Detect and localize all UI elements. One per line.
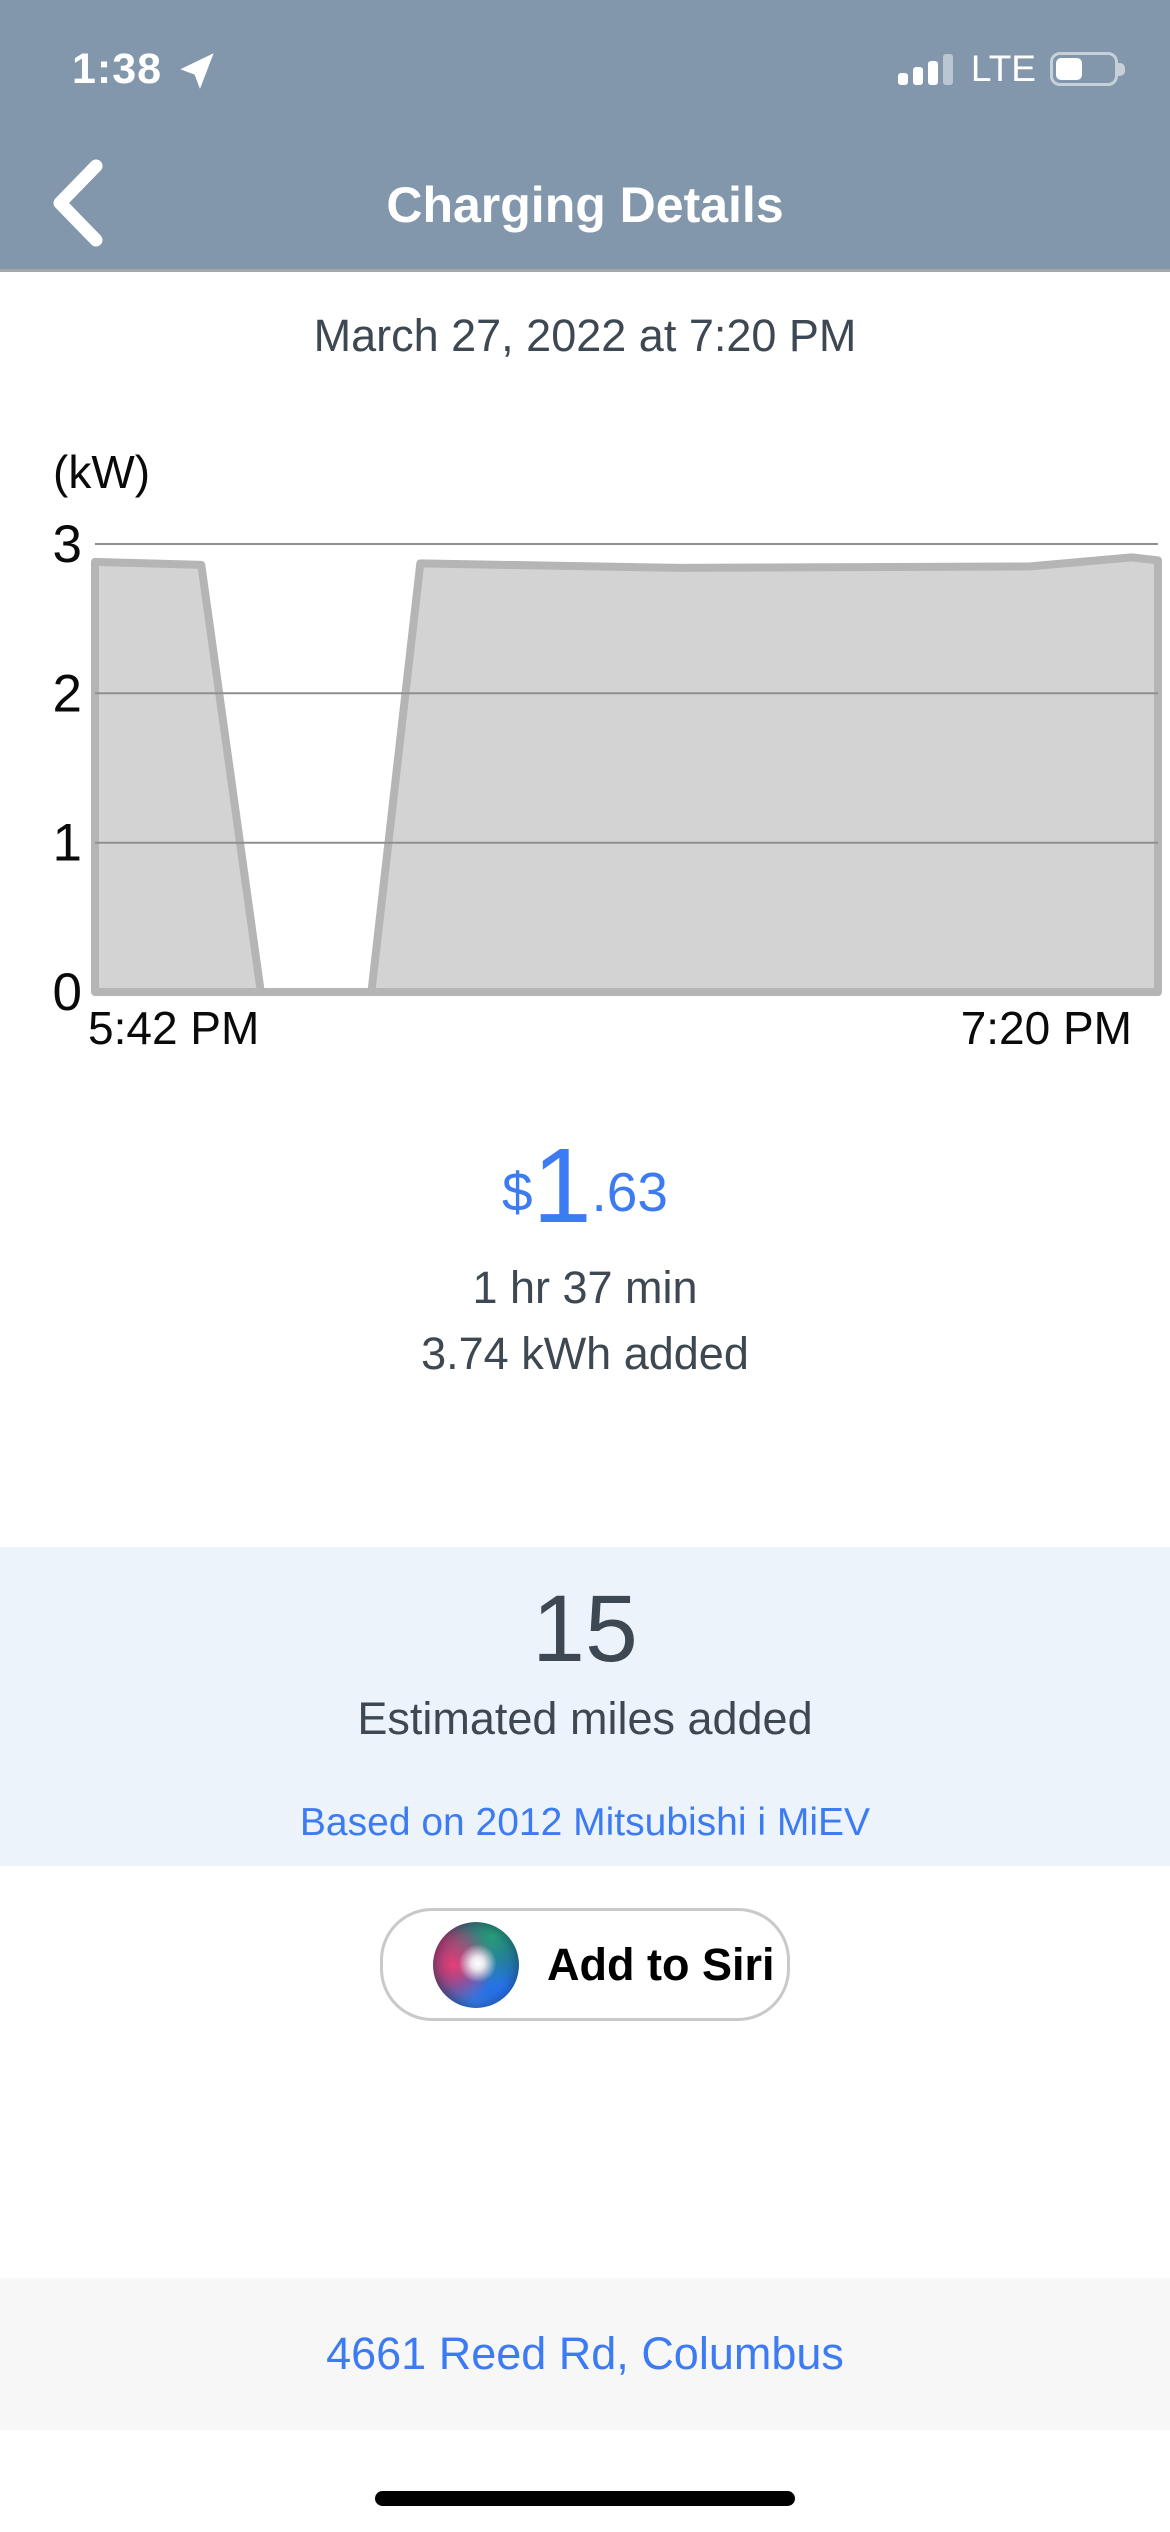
status-left: 1:38 bbox=[72, 45, 216, 94]
home-indicator[interactable] bbox=[375, 2491, 795, 2506]
chart-gridlines bbox=[95, 543, 1158, 844]
svg-text:2: 2 bbox=[53, 664, 82, 723]
address-link[interactable]: 4661 Reed Rd, Columbus bbox=[326, 2328, 844, 2379]
charging-power-chart: 0 1 2 3 (kW) 5:42 PM 7:20 PM bbox=[53, 446, 1162, 1054]
add-to-siri-label: Add to Siri bbox=[547, 1938, 775, 1990]
chart-x-label-start: 5:42 PM bbox=[88, 1002, 259, 1054]
location-arrow-icon bbox=[180, 53, 214, 89]
cost-dollars: 1 bbox=[532, 1127, 592, 1245]
siri-icon bbox=[433, 1921, 519, 2008]
svg-text:0: 0 bbox=[53, 963, 82, 1022]
vehicle-basis-link[interactable]: Based on 2012 Mitsubishi i MiEV bbox=[299, 1801, 871, 1844]
add-to-siri-button[interactable]: Add to Siri bbox=[380, 1908, 790, 2021]
cost-cents: .63 bbox=[591, 1161, 668, 1223]
status-time: 1:38 bbox=[72, 44, 163, 93]
location-section: 4661 Reed Rd, Columbus bbox=[0, 2278, 1170, 2430]
chevron-left-icon bbox=[53, 159, 103, 246]
session-energy-added: 3.74 kWh added bbox=[421, 1328, 749, 1379]
page-title: Charging Details bbox=[386, 177, 784, 233]
cellular-signal-icon bbox=[897, 53, 953, 85]
network-type-label: LTE bbox=[970, 48, 1036, 89]
chart-unit-label: (kW) bbox=[53, 446, 150, 498]
header: 1:38 LTE Charging Details bbox=[0, 0, 1170, 272]
svg-text:3: 3 bbox=[53, 515, 82, 574]
back-button[interactable] bbox=[28, 152, 128, 256]
estimated-miles-section: 15 Estimated miles added Based on 2012 M… bbox=[0, 1547, 1170, 1866]
svg-text:1: 1 bbox=[53, 814, 82, 873]
battery-nub bbox=[1118, 63, 1125, 76]
battery-fill bbox=[1056, 58, 1082, 80]
estimated-miles-label: Estimated miles added bbox=[357, 1693, 813, 1744]
cost-currency: $ bbox=[501, 1161, 533, 1223]
session-datetime: March 27, 2022 at 7:20 PM bbox=[313, 310, 857, 361]
session-cost: $ 1 .63 bbox=[0, 1127, 1170, 1245]
battery-icon bbox=[1050, 52, 1125, 86]
chart-x-label-end: 7:20 PM bbox=[961, 1002, 1132, 1054]
session-duration: 1 hr 37 min bbox=[472, 1262, 698, 1313]
chart-area-series bbox=[91, 553, 1162, 996]
chart-y-tick-labels: 0 1 2 3 bbox=[53, 515, 82, 1022]
status-bar: 1:38 LTE bbox=[0, 38, 1170, 100]
status-right: LTE bbox=[897, 48, 1125, 90]
estimated-miles-value: 15 bbox=[532, 1576, 638, 1682]
